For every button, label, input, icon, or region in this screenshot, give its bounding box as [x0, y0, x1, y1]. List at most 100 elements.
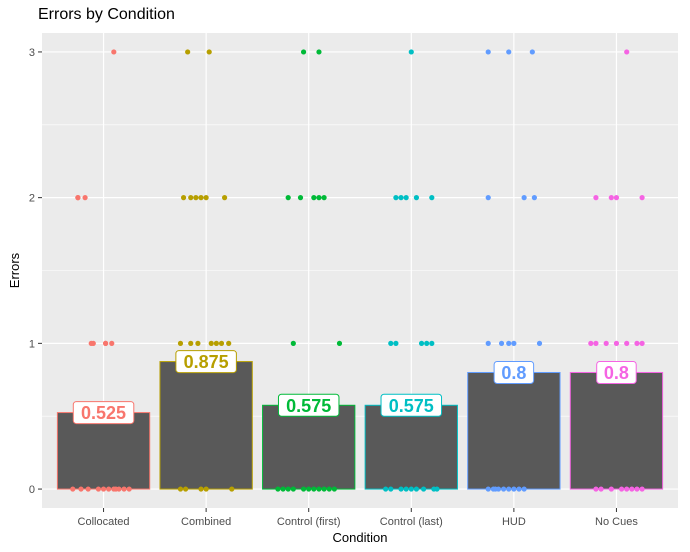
data-point: [413, 486, 420, 492]
data-point: [203, 195, 209, 201]
bar-2: [159, 361, 253, 490]
data-point: [506, 486, 512, 492]
data-point: [208, 340, 214, 346]
data-point: [70, 486, 76, 492]
data-point: [492, 486, 499, 492]
y-axis-title: Errors: [7, 252, 22, 288]
data-point: [593, 195, 599, 201]
data-point: [275, 486, 281, 492]
value-label-box: [72, 401, 135, 425]
data-point: [629, 486, 635, 492]
data-point: [206, 49, 212, 55]
data-point: [290, 486, 296, 492]
data-point: [408, 486, 414, 492]
data-point: [198, 486, 204, 492]
x-tick-label: Control (last): [380, 516, 443, 528]
chart-title: Errors by Condition: [38, 6, 175, 23]
data-point: [311, 195, 317, 201]
data-point: [180, 195, 187, 201]
data-point: [213, 340, 219, 346]
value-label-box: [596, 360, 637, 384]
data-point: [485, 49, 491, 55]
value-label: 0.8: [501, 363, 526, 383]
data-point: [498, 340, 505, 346]
data-point: [408, 49, 414, 55]
data-point: [198, 195, 204, 201]
data-point: [316, 486, 322, 492]
data-point: [613, 340, 620, 346]
bar-3: [262, 404, 356, 490]
data-point: [639, 195, 645, 201]
data-point: [398, 486, 404, 492]
data-point: [521, 195, 527, 201]
value-label: 0.575: [389, 396, 434, 416]
data-point: [321, 486, 327, 492]
data-point: [536, 340, 543, 346]
data-point: [326, 486, 332, 492]
data-point: [95, 486, 102, 492]
data-point: [218, 340, 225, 346]
y-tick-label: 2: [29, 193, 35, 205]
value-label: 0.875: [184, 352, 229, 372]
data-point: [418, 340, 425, 346]
bar-6: [569, 371, 664, 490]
data-point: [413, 195, 420, 201]
data-point: [82, 195, 88, 201]
data-point: [285, 195, 291, 201]
data-point: [434, 486, 440, 492]
data-point: [639, 340, 645, 346]
data-point: [624, 49, 630, 55]
data-point: [516, 486, 522, 492]
data-point: [511, 486, 517, 492]
data-point: [316, 49, 322, 55]
data-point: [177, 486, 184, 492]
x-tick-label: HUD: [502, 516, 526, 528]
data-point: [506, 49, 512, 55]
value-label-box: [493, 360, 535, 384]
data-point: [121, 486, 127, 492]
data-point: [109, 340, 115, 346]
data-point: [624, 340, 630, 346]
data-point: [521, 486, 527, 492]
data-point: [306, 486, 312, 492]
data-point: [88, 340, 94, 346]
value-label: 0.575: [286, 396, 331, 416]
data-point: [393, 195, 399, 201]
data-point: [75, 195, 81, 201]
data-point: [85, 486, 91, 492]
data-point: [297, 195, 304, 201]
data-point: [511, 340, 517, 346]
data-point: [106, 486, 112, 492]
bars: [56, 361, 664, 490]
data-point: [290, 340, 296, 346]
data-point: [429, 340, 435, 346]
data-point: [398, 195, 404, 201]
data-point: [593, 340, 599, 346]
data-point: [613, 195, 620, 201]
data-point: [388, 486, 394, 492]
data-point: [195, 340, 201, 346]
data-point: [421, 486, 427, 492]
data-point: [193, 195, 199, 201]
data-point: [229, 486, 235, 492]
data-point: [403, 195, 409, 201]
bar-5: [467, 371, 561, 490]
value-label: 0.525: [81, 403, 126, 423]
data-point: [316, 195, 322, 201]
data-point: [388, 340, 394, 346]
data-point: [393, 340, 399, 346]
data-point: [639, 486, 645, 492]
data-point: [116, 486, 122, 492]
data-point: [203, 486, 209, 492]
value-label: 0.8: [604, 363, 629, 383]
data-point: [501, 486, 507, 492]
data-point: [403, 486, 409, 492]
data-point: [634, 340, 640, 346]
value-label-box: [175, 350, 237, 374]
data-point: [603, 340, 609, 346]
bar-4: [364, 404, 458, 490]
data-point: [588, 340, 594, 346]
data-point: [618, 486, 625, 492]
x-tick-label: No Cues: [595, 516, 638, 528]
data-point: [424, 340, 430, 346]
